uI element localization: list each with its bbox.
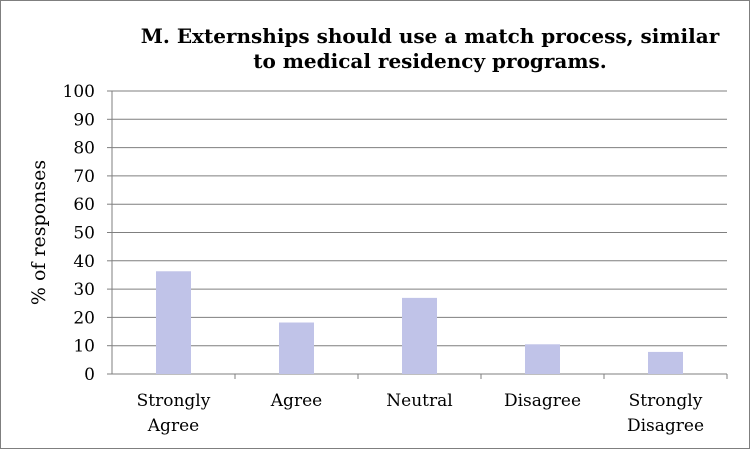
- y-tick-label: 40: [73, 252, 95, 272]
- bar: [648, 351, 683, 374]
- x-tick-label: Neutral: [386, 391, 452, 411]
- y-tick-label: 60: [73, 195, 95, 215]
- y-tick-label: 90: [73, 110, 95, 130]
- y-tick-label: 80: [73, 139, 95, 159]
- bar: [279, 322, 314, 374]
- y-tick-label: 10: [73, 337, 95, 357]
- y-axis-title: % of responses: [28, 160, 50, 305]
- y-tick-label: 50: [73, 224, 95, 244]
- y-tick-labels: 0 10 20 30 40 50 60 70 80 90 100: [63, 82, 95, 385]
- x-tick-label: Strongly Disagree: [627, 391, 704, 436]
- gridlines: [112, 90, 727, 347]
- y-tick-label: 100: [63, 82, 95, 102]
- y-tick-label: 0: [84, 365, 95, 385]
- bar: [402, 297, 437, 374]
- bar: [525, 344, 560, 374]
- y-tick-label: 30: [73, 280, 95, 300]
- y-tick-label: 20: [73, 308, 95, 328]
- x-tick-label: Disagree: [504, 391, 581, 411]
- x-tick-labels: Strongly Agree Agree Neutral Disagree Strongl…: [137, 391, 704, 436]
- x-tick-label: Agree: [270, 391, 322, 411]
- bar: [156, 271, 191, 374]
- chart-title: M. Externships should use a match proces…: [140, 24, 720, 73]
- bars: [156, 271, 683, 374]
- x-tick-label: Strongly Agree: [137, 391, 211, 436]
- y-tick-label: 70: [73, 167, 95, 187]
